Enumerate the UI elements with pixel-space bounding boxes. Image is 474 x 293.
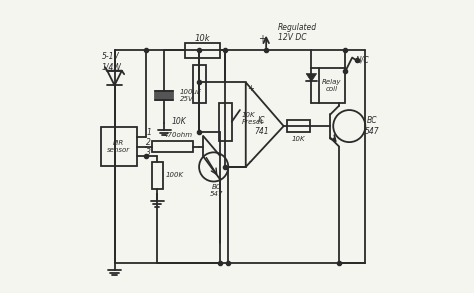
Text: 100K: 100K <box>166 172 184 178</box>
Text: +: + <box>258 34 266 44</box>
Text: 100uF
25V: 100uF 25V <box>180 89 202 102</box>
Bar <box>184 43 219 57</box>
Text: N/C: N/C <box>356 56 369 65</box>
Text: IC
741: IC 741 <box>255 116 269 136</box>
Bar <box>152 141 193 152</box>
Bar <box>155 91 173 100</box>
Bar <box>287 120 310 132</box>
Text: 10K: 10K <box>292 136 305 142</box>
Text: Relay
coil: Relay coil <box>322 79 342 92</box>
Polygon shape <box>306 74 317 81</box>
Text: 5-1V
1/4W: 5-1V 1/4W <box>101 52 121 71</box>
Text: -: - <box>248 156 252 166</box>
Bar <box>101 127 137 166</box>
Text: 10K
Preset: 10K Preset <box>241 112 264 125</box>
Text: BC
547: BC 547 <box>365 116 380 136</box>
Bar <box>319 68 345 103</box>
Bar <box>219 103 232 141</box>
Text: BC
547: BC 547 <box>210 184 223 197</box>
Text: 2: 2 <box>146 138 151 146</box>
Text: Regulated
12V DC: Regulated 12V DC <box>278 23 317 42</box>
Text: 10K: 10K <box>171 117 186 126</box>
Text: 1: 1 <box>146 128 151 137</box>
Bar <box>192 65 206 103</box>
Text: 3: 3 <box>146 148 151 156</box>
Bar <box>152 162 163 188</box>
Text: PIR
sensor: PIR sensor <box>107 140 130 153</box>
Text: 10k: 10k <box>194 34 210 43</box>
Text: 470ohm: 470ohm <box>164 132 193 138</box>
Text: +: + <box>246 84 254 93</box>
